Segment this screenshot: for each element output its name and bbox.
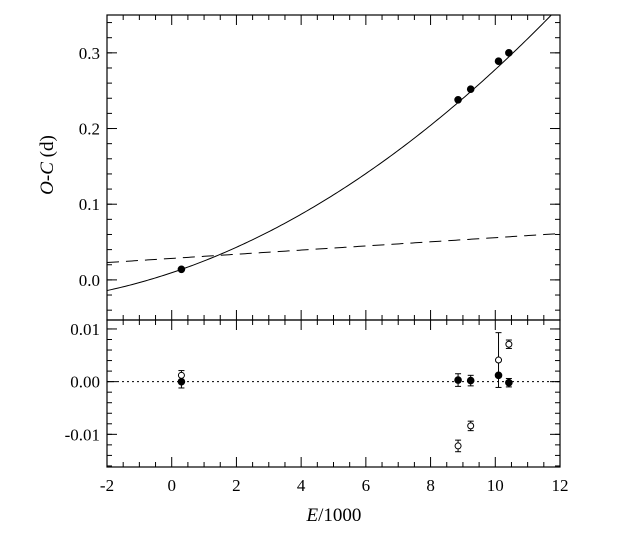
y-tick-label-top: 0.2: [79, 120, 100, 139]
x-tick-label: 2: [232, 476, 241, 495]
quadratic-fit-curve: [107, 15, 553, 292]
x-tick-label: 0: [167, 476, 176, 495]
x-tick-label: 10: [487, 476, 504, 495]
plot-frame-top: [106, 14, 561, 321]
data-point-open: [505, 340, 513, 348]
x-tick-label: -2: [100, 476, 114, 495]
data-point-open: [177, 371, 185, 379]
y-axis-label-quantity: O-C: [37, 162, 58, 195]
data-point-filled: [466, 376, 475, 385]
data-point-filled: [494, 57, 503, 65]
top-panel: 0.0 0.1 0.2 0.3: [79, 14, 561, 321]
x-axis-label: E/1000: [306, 505, 362, 526]
data-point-filled: [454, 376, 462, 384]
y-tick-label-bottom: 0.01: [70, 320, 100, 339]
y-tick-label-top: 0.0: [79, 271, 100, 290]
y-tick-label-bottom: -0.01: [65, 425, 100, 444]
data-point-open: [454, 442, 462, 450]
bottom-panel: -2 0 2 4 6 8 10 12 0.01 0.00 -0.01: [65, 319, 569, 495]
x-axis-label-unit: /1000: [318, 505, 361, 526]
linear-fit-line: [107, 233, 560, 264]
x-tick-label: 12: [552, 476, 569, 495]
y-tick-label-top: 0.1: [79, 195, 100, 214]
y-tick-label-bottom: 0.00: [70, 373, 100, 392]
x-axis-label-quantity: E: [306, 505, 319, 526]
data-point-open: [467, 422, 475, 430]
x-tick-label: 4: [297, 476, 306, 495]
y-tick-label-top: 0.3: [79, 44, 100, 63]
data-point-filled: [505, 378, 513, 387]
x-tick-label: 8: [426, 476, 435, 495]
y-axis-label-top: O-C (d): [37, 135, 58, 195]
data-point-open: [495, 356, 503, 364]
y-axis-label-unit: (d): [37, 135, 58, 162]
plot-frame-bottom: [106, 319, 561, 468]
x-tick-label: 6: [362, 476, 371, 495]
